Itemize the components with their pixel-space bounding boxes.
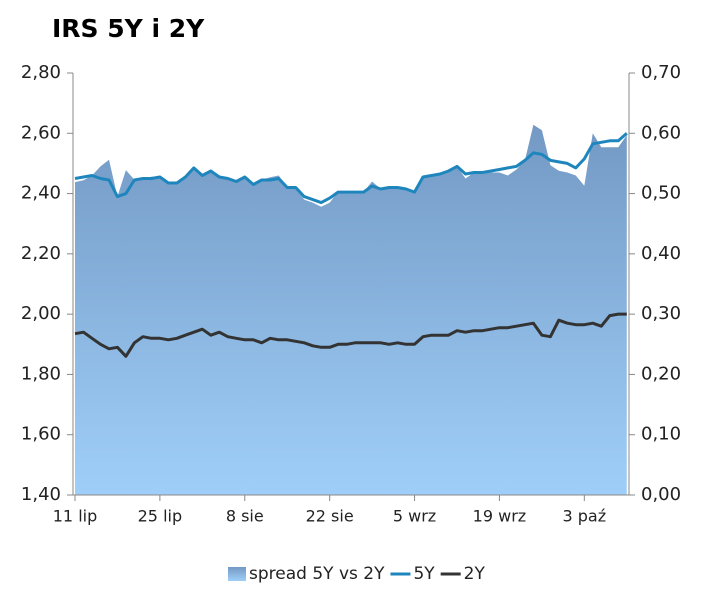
line — [74, 132, 628, 205]
y2-tick-label: 0,30 — [641, 303, 681, 324]
y-tick-label: 2,80 — [21, 62, 61, 83]
y-tick-label: 2,40 — [21, 183, 61, 204]
x-tick-label: 22 sie — [306, 507, 354, 526]
y2-tick-label: 0,00 — [641, 484, 681, 505]
x-tick-label: 25 lip — [138, 507, 183, 526]
y2-tick-label: 0,40 — [641, 243, 681, 264]
y-tick-label: 1,80 — [21, 363, 61, 384]
y-tick-label: 2,20 — [21, 243, 61, 264]
x-tick-label: 5 wrz — [393, 507, 436, 526]
legend-label: 5Y — [413, 564, 435, 584]
area — [75, 124, 627, 496]
y2-tick-label: 0,60 — [641, 122, 681, 143]
y-tick-label: 1,40 — [21, 484, 61, 505]
y-tick-label: 2,00 — [21, 303, 61, 324]
y2-tick-label: 0,70 — [641, 62, 681, 83]
legend-label: 2Y — [464, 564, 486, 584]
legend-swatch — [228, 567, 246, 581]
legend-label: spread 5Y vs 2Y — [249, 564, 385, 584]
y2-tick-label: 0,20 — [641, 363, 681, 384]
y-tick-label: 1,60 — [21, 424, 61, 445]
x-tick-label: 3 paź — [563, 507, 607, 526]
chart-title: IRS 5Y i 2Y — [52, 14, 205, 43]
line — [74, 312, 627, 358]
y2-tick-label: 0,50 — [641, 183, 681, 204]
x-tick-label: 8 sie — [226, 507, 264, 526]
y-tick-label: 2,60 — [21, 122, 61, 143]
y2-tick-label: 0,10 — [641, 424, 681, 445]
x-tick-label: 19 wrz — [473, 507, 527, 526]
x-tick-label: 11 lip — [53, 507, 98, 526]
